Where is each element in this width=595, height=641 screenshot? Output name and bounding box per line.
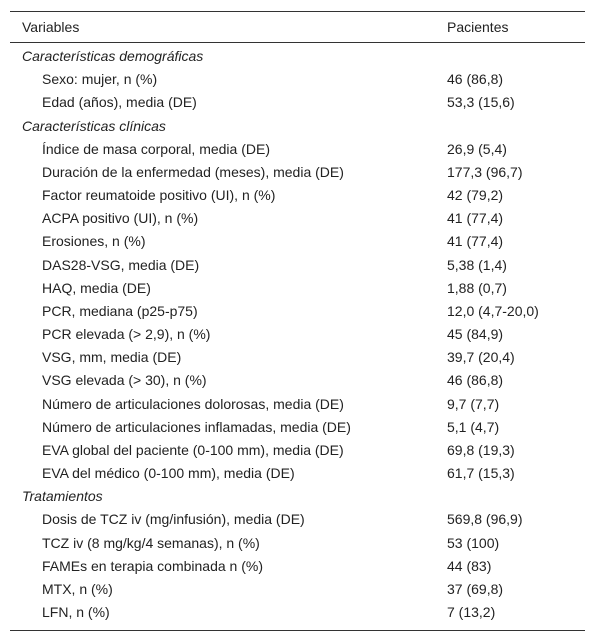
- row-label: Número de articulaciones inflamadas, med…: [42, 418, 351, 435]
- row-value: 53 (100): [447, 534, 500, 551]
- row-label: VSG, mm, media (DE): [42, 349, 182, 366]
- row-label: DAS28-VSG, media (DE): [42, 256, 200, 273]
- section-title: Características clínicas: [22, 117, 166, 134]
- row-label: LFN, n (%): [42, 604, 110, 621]
- row-label: EVA global del paciente (0-100 mm), medi…: [42, 441, 344, 458]
- row-value: 5,1 (4,7): [447, 418, 500, 435]
- row-value: 1,88 (0,7): [447, 279, 507, 296]
- row-label: PCR elevada (> 2,9), n (%): [42, 326, 211, 343]
- row-label: Sexo: mujer, n (%): [42, 71, 158, 88]
- row-label: Dosis de TCZ iv (mg/infusión), media (DE…: [42, 511, 305, 528]
- row-value: 69,8 (19,3): [447, 441, 515, 458]
- row-label: TCZ iv (8 mg/kg/4 semanas), n (%): [42, 534, 260, 551]
- header-rule: [10, 42, 585, 43]
- row-value: 37 (69,8): [447, 580, 504, 597]
- bottom-rule: [10, 630, 585, 631]
- row-label: HAQ, media (DE): [42, 279, 151, 296]
- row-value: 26,9 (5,4): [447, 140, 507, 157]
- row-value: 44 (83): [447, 557, 492, 574]
- row-label: Número de articulaciones dolorosas, medi…: [42, 395, 344, 412]
- row-value: 7 (13,2): [447, 604, 496, 621]
- row-value: 45 (84,9): [447, 326, 504, 343]
- row-value: 12,0 (4,7-20,0): [447, 302, 539, 319]
- row-label: Edad (años), media (DE): [42, 94, 197, 111]
- row-value: 53,3 (15,6): [447, 94, 515, 111]
- row-label: ACPA positivo (UI), n (%): [42, 210, 199, 227]
- row-value: 61,7 (15,3): [447, 465, 515, 482]
- row-label: PCR, mediana (p25-p75): [42, 302, 198, 319]
- row-label: MTX, n (%): [42, 580, 113, 597]
- row-value: 46 (86,8): [447, 71, 504, 88]
- row-value: 39,7 (20,4): [447, 349, 515, 366]
- row-value: 177,3 (96,7): [447, 163, 523, 180]
- top-rule: [10, 11, 585, 12]
- section-title: Tratamientos: [22, 488, 103, 505]
- row-label: VSG elevada (> 30), n (%): [42, 372, 207, 389]
- header-cell: Pacientes: [447, 19, 509, 35]
- row-value: 569,8 (96,9): [447, 511, 523, 528]
- row-value: 5,38 (1,4): [447, 256, 507, 273]
- row-value: 42 (79,2): [447, 187, 504, 204]
- row-value: 46 (86,8): [447, 372, 504, 389]
- row-value: 41 (77,4): [447, 233, 504, 250]
- row-label: Erosiones, n (%): [42, 233, 146, 250]
- row-label: EVA del médico (0-100 mm), media (DE): [42, 465, 295, 482]
- section-title: Características demográficas: [22, 48, 204, 64]
- row-label: Factor reumatoide positivo (UI), n (%): [42, 187, 276, 204]
- header-cell: Variables: [22, 19, 80, 35]
- row-label: Índice de masa corporal, media (DE): [42, 140, 270, 157]
- row-value: 9,7 (7,7): [447, 395, 500, 412]
- row-label: Duración de la enfermedad (meses), media…: [42, 163, 344, 180]
- row-label: FAMEs en terapia combinada n (%): [42, 557, 263, 574]
- row-value: 41 (77,4): [447, 210, 504, 227]
